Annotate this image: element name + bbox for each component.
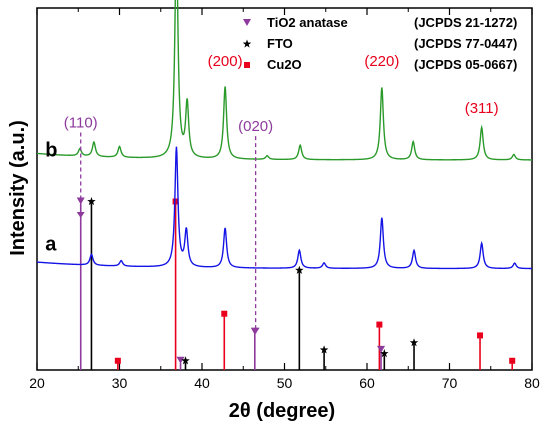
legend: TiO2 anatase (JCPDS 21-1272) FTO (JCPDS 77-…	[242, 15, 517, 72]
series-line-a	[36, 146, 532, 270]
star-marker	[87, 197, 96, 206]
star-marker	[380, 349, 389, 358]
triangle-marker	[76, 197, 85, 205]
series-label: b	[45, 139, 57, 161]
x-tick-label: 30	[112, 375, 128, 391]
star-marker	[242, 39, 252, 48]
triangle-marker	[377, 345, 386, 353]
peak-annotation: (311)	[465, 100, 499, 117]
legend-label: Cu2O	[267, 57, 302, 72]
triangle-marker	[243, 19, 251, 26]
annotation-arrowhead	[76, 211, 85, 218]
y-axis-label: Intensity (a.u.)	[7, 120, 29, 256]
legend-reference: (JCPDS 05-0667)	[414, 57, 517, 72]
star-marker	[319, 345, 329, 354]
peak-annotation: (220)	[364, 53, 399, 70]
peak-annotation: (110)	[64, 114, 98, 131]
x-axis-label: 2θ (degree)	[229, 400, 335, 422]
square-marker	[509, 357, 516, 364]
annotations: ab(110)(111)(200)(020)(220)(311)	[45, 53, 499, 334]
square-marker	[244, 62, 250, 68]
peak-annotation: (020)	[238, 118, 273, 135]
annotation-arrowhead	[251, 327, 260, 334]
x-tick-label: 20	[29, 375, 45, 391]
x-tick-label: 70	[442, 375, 458, 391]
square-marker	[477, 332, 484, 339]
star-marker	[409, 338, 419, 347]
star-marker	[181, 356, 190, 365]
x-tick-label: 80	[524, 375, 540, 391]
square-marker	[114, 357, 121, 364]
series-line-b	[36, 0, 532, 161]
legend-label: TiO2 anatase	[267, 15, 348, 30]
legend-reference: (JCPDS 21-1272)	[414, 15, 517, 30]
legend-label: FTO	[267, 36, 293, 51]
x-tick-label: 40	[194, 375, 210, 391]
legend-reference: (JCPDS 77-0447)	[414, 36, 517, 51]
series-label: a	[45, 234, 57, 256]
axes: 20 30 40 50 60 70 80	[29, 7, 540, 391]
star-marker	[295, 265, 304, 274]
square-marker	[221, 310, 228, 317]
peak-annotation: (200)	[208, 53, 243, 70]
x-tick-label: 50	[277, 375, 293, 391]
series-group	[36, 0, 532, 270]
square-marker	[376, 321, 383, 328]
x-tick-label: 60	[359, 375, 375, 391]
triangle-marker	[176, 356, 185, 364]
reference-lines	[76, 197, 516, 370]
square-marker	[172, 198, 179, 205]
